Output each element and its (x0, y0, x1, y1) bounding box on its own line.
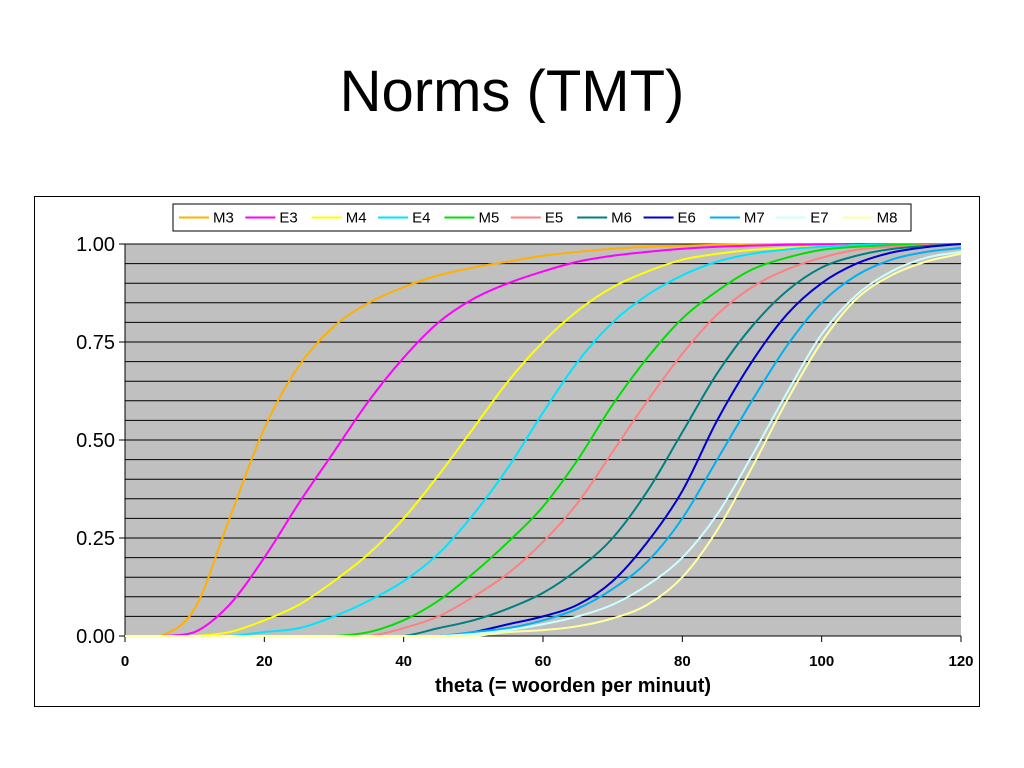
y-tick-label: 1.00 (76, 234, 115, 256)
legend-label-m4: M4 (346, 210, 367, 227)
y-tick-label: 0.00 (76, 626, 115, 648)
y-tick-label: 0.75 (76, 332, 115, 354)
legend-label-m3: M3 (213, 210, 234, 227)
legend-label-e7: E7 (810, 210, 828, 227)
legend-label-m7: M7 (744, 210, 765, 227)
series-line-m8 (125, 252, 962, 637)
x-tick-label: 0 (121, 653, 129, 670)
x-tick-label: 20 (256, 653, 273, 670)
series-line-e3 (125, 243, 961, 637)
legend-label-e4: E4 (412, 210, 430, 227)
legend-label-e5: E5 (545, 210, 563, 227)
x-tick-label: 80 (674, 653, 691, 670)
x-tick-label: 120 (948, 653, 973, 670)
x-tick-label: 40 (395, 653, 412, 670)
legend-label-m6: M6 (611, 210, 632, 227)
x-tick-label: 100 (809, 653, 834, 670)
x-axis-title: theta (= woorden per minuut) (435, 675, 711, 697)
legend-label-e6: E6 (678, 210, 696, 227)
x-tick-label: 60 (535, 653, 552, 670)
slide-title: Norms (TMT) (339, 59, 685, 124)
legend-label-e3: E3 (279, 210, 297, 227)
y-tick-label: 0.25 (76, 528, 115, 550)
y-tick-label: 0.50 (76, 430, 115, 452)
chart-frame: 0.00 0.25 0.50 0.75 1.00 0 20 40 60 80 100 120 theta… (34, 196, 980, 707)
series-line-e4 (125, 243, 961, 637)
legend-label-m5: M5 (478, 210, 499, 227)
legend-label-m8: M8 (877, 210, 898, 227)
chart-svg: 0.00 0.25 0.50 0.75 1.00 0 20 40 60 80 100 120 theta… (76, 203, 974, 697)
